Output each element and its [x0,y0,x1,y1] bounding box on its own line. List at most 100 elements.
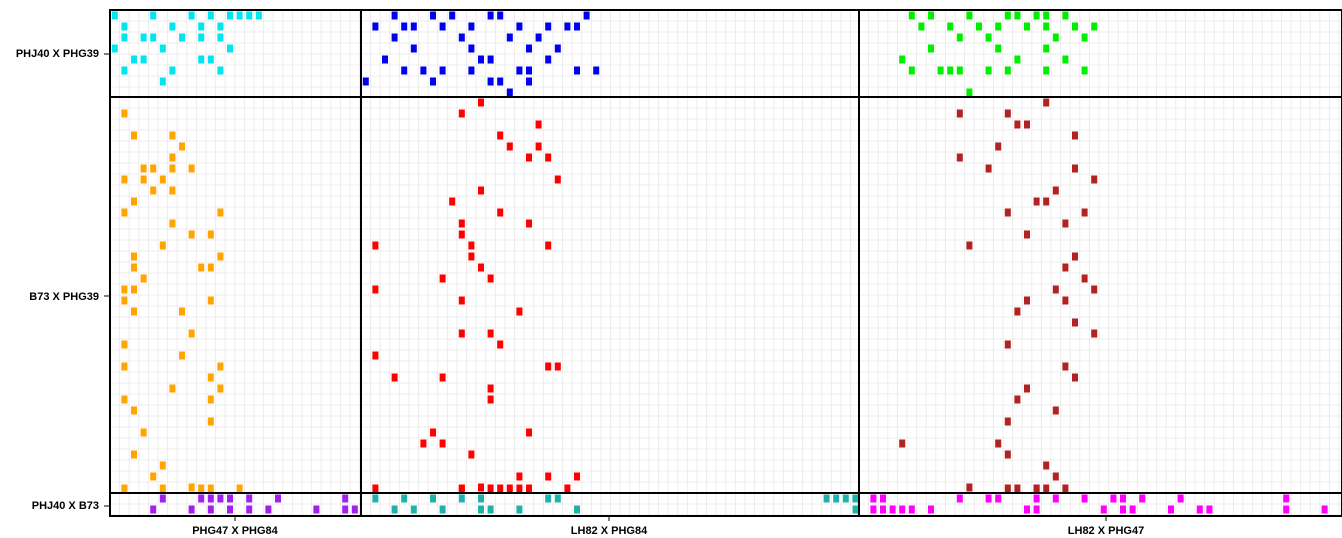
cell-2-1-5-1 [410,505,417,514]
cell-2-1-7-0 [430,494,436,503]
cell-2-2-18-0 [1033,494,1040,503]
cell-2-1-52-1 [852,505,859,514]
cell-0-0-4-0 [150,11,157,20]
cell-1-1-7-30 [430,428,436,437]
cell-0-2-23-2 [1081,33,1088,42]
cell-2-2-2-1 [880,505,886,514]
cell-1-2-22-25 [1072,373,1078,382]
cell-1-0-10-12 [207,230,214,239]
panel-cells-1-1 [372,98,580,493]
cell-2-2-10-0 [956,494,963,503]
cell-2-2-5-1 [908,505,915,514]
cell-0-0-1-1 [121,22,128,31]
cell-1-0-1-36 [121,484,128,493]
cell-0-0-10-0 [207,11,214,20]
cell-1-0-5-33 [159,461,166,470]
cell-1-0-2-17 [131,285,137,294]
cell-0-2-13-5 [985,66,992,75]
cell-1-0-2-14 [131,252,137,261]
cell-0-0-13-0 [236,11,243,20]
cell-1-0-6-6 [169,164,176,173]
cell-0-1-22-5 [574,66,580,75]
cell-1-1-10-18 [458,296,465,305]
cell-1-0-1-22 [121,340,128,349]
cell-1-1-10-37 [458,484,465,493]
cell-2-2-13-0 [985,494,992,503]
cell-2-0-10-0 [207,494,214,503]
cell-1-1-22-34 [574,472,580,481]
cell-2-0-4-1 [150,505,157,514]
cell-1-1-13-26 [487,384,494,393]
cell-1-2-16-27 [1014,395,1021,404]
cell-2-2-4-1 [899,505,906,514]
cell-0-0-3-4 [140,55,147,64]
cell-1-0-4-8 [150,186,157,195]
cell-2-0-12-0 [227,494,233,503]
cell-1-1-19-34 [545,472,552,481]
panel-grid-1-1 [361,97,859,493]
cell-0-2-22-1 [1072,22,1078,31]
cell-1-1-13-27 [487,395,494,404]
cell-1-1-13-21 [487,329,494,338]
cell-0-1-21-1 [564,22,571,31]
cell-0-2-11-0 [966,11,973,20]
cell-0-1-13-0 [487,11,494,20]
cell-2-0-25-1 [351,505,358,514]
cell-0-2-15-0 [1004,11,1011,20]
panel-grid-0-1 [361,10,859,97]
cell-2-0-5-0 [159,494,166,503]
cell-0-2-17-1 [1024,22,1030,31]
cell-0-1-7-6 [430,77,436,86]
cell-0-0-5-6 [159,77,166,86]
cell-1-0-10-27 [207,395,214,404]
cell-1-2-20-8 [1052,186,1059,195]
outer-frame [109,9,1342,517]
cell-1-0-2-9 [131,197,137,206]
cell-1-0-2-28 [131,406,137,415]
cell-1-1-17-5 [526,153,532,162]
cell-2-2-29-0 [1139,494,1146,503]
cell-2-2-2-0 [880,494,886,503]
cell-1-0-13-39 [236,484,243,493]
panel-grid-0-2 [859,10,1342,97]
cell-2-0-21-1 [313,505,320,514]
cell-2-2-20-0 [1052,494,1059,503]
cell-1-0-5-13 [159,241,166,250]
cell-0-2-21-0 [1062,11,1069,20]
cell-1-0-5-39 [159,484,166,493]
cell-1-1-8-31 [439,439,446,448]
cell-1-2-19-0 [1043,98,1050,107]
cell-0-1-17-5 [526,66,532,75]
cell-2-2-28-1 [1129,505,1136,514]
cell-1-2-22-6 [1072,164,1078,173]
cell-0-1-17-6 [526,77,532,86]
cell-2-1-4-0 [401,494,408,503]
cell-1-0-11-14 [217,252,224,261]
cell-1-0-3-30 [140,428,147,437]
cell-0-1-19-1 [545,22,552,31]
cell-1-2-19-40 [1043,484,1050,493]
cell-0-1-5-1 [410,22,417,31]
cell-1-1-1-39 [372,484,379,493]
cell-0-0-10-4 [207,55,214,64]
panel-cells-0-1 [362,11,600,97]
cell-0-2-19-1 [1043,22,1050,31]
cell-1-0-8-12 [188,230,195,239]
cell-1-2-15-1 [1004,109,1011,118]
cell-0-0-5-3 [159,44,166,53]
cell-1-1-16-34 [516,472,523,481]
cell-2-0-14-1 [246,505,253,514]
cell-1-2-18-9 [1033,197,1040,206]
panel-cells-1-0 [121,109,243,493]
cell-2-2-36-1 [1206,505,1213,514]
cell-0-1-20-3 [554,44,561,53]
cell-0-1-15-2 [506,33,513,42]
cell-1-2-15-22 [1004,340,1011,349]
cell-layer [111,11,1328,514]
cell-0-0-6-1 [169,22,176,31]
cell-1-2-11-13 [966,241,973,250]
cell-0-0-12-0 [227,11,233,20]
cell-1-1-12-35 [478,483,484,492]
cell-0-2-13-2 [985,33,992,42]
cell-2-2-44-0 [1283,494,1290,503]
